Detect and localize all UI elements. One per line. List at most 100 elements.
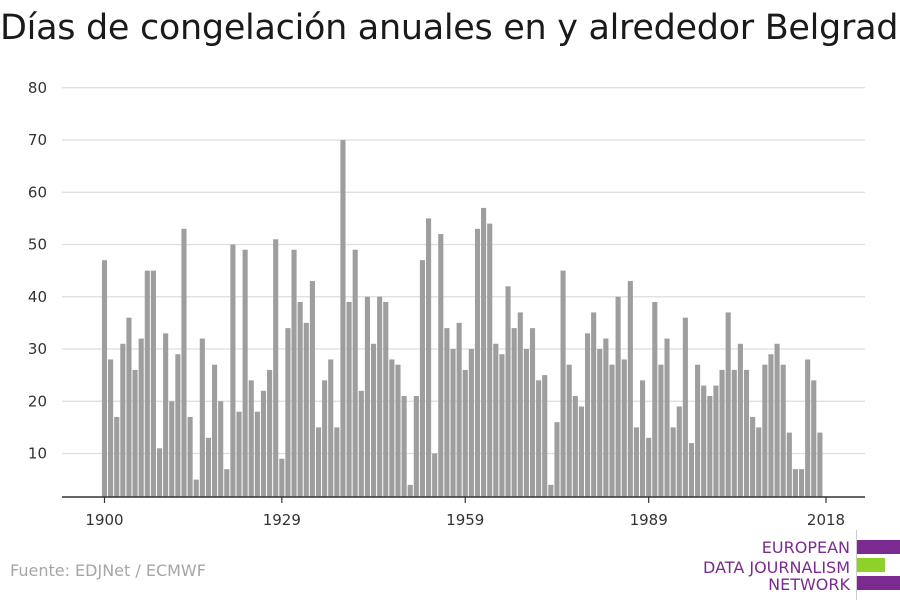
bar-1901[interactable]: [108, 359, 114, 497]
bar-1951[interactable]: [413, 396, 419, 497]
bar-1914[interactable]: [187, 416, 193, 497]
bar-1941[interactable]: [352, 249, 358, 497]
bar-1980[interactable]: [591, 312, 597, 497]
bar-1961[interactable]: [474, 228, 481, 497]
bar-1908[interactable]: [150, 270, 156, 497]
bar-2016[interactable]: [811, 380, 817, 497]
bar-1924[interactable]: [248, 380, 254, 497]
bar-1935[interactable]: [315, 427, 322, 497]
bar-1905[interactable]: [132, 369, 138, 497]
bar-2014[interactable]: [798, 469, 805, 497]
bar-1986[interactable]: [627, 281, 633, 497]
bar-1900[interactable]: [101, 260, 108, 497]
bar-1964[interactable]: [493, 343, 499, 497]
bar-2015[interactable]: [805, 359, 811, 497]
bar-1985[interactable]: [621, 359, 627, 497]
bar-1996[interactable]: [688, 443, 695, 497]
bar-1937[interactable]: [328, 359, 334, 497]
bar-1995[interactable]: [682, 317, 688, 497]
bar-1991[interactable]: [658, 364, 664, 497]
bar-1903[interactable]: [120, 343, 126, 497]
bar-1979[interactable]: [584, 333, 591, 497]
bar-1940[interactable]: [346, 301, 352, 497]
edjnet-logo[interactable]: EUROPEAN DATA JOURNALISM NETWORK: [700, 530, 900, 600]
bar-2009[interactable]: [768, 354, 774, 497]
bar-2000[interactable]: [713, 385, 719, 497]
bar-1906[interactable]: [138, 338, 144, 497]
bar-1939[interactable]: [340, 140, 346, 497]
bar-1968[interactable]: [517, 312, 523, 497]
bar-1957[interactable]: [450, 349, 456, 497]
bar-1993[interactable]: [670, 427, 676, 497]
bar-1909[interactable]: [156, 448, 163, 497]
bar-1976[interactable]: [566, 364, 572, 497]
bar-2012[interactable]: [786, 432, 792, 497]
bar-1998[interactable]: [701, 385, 707, 497]
bar-2005[interactable]: [743, 369, 750, 497]
bar-1953[interactable]: [426, 218, 432, 497]
bar-1982[interactable]: [603, 338, 609, 497]
bar-1930[interactable]: [285, 328, 291, 497]
bar-1929[interactable]: [279, 458, 285, 497]
bar-1947[interactable]: [389, 359, 395, 497]
bar-1918[interactable]: [212, 364, 218, 497]
bar-2008[interactable]: [762, 364, 768, 497]
bar-1912[interactable]: [175, 354, 181, 497]
bar-2004[interactable]: [737, 343, 743, 497]
bar-1921[interactable]: [230, 244, 236, 498]
bar-1952[interactable]: [419, 260, 426, 497]
bar-2013[interactable]: [792, 469, 798, 497]
bar-1997[interactable]: [695, 364, 701, 497]
bar-1948[interactable]: [395, 364, 401, 497]
bar-1971[interactable]: [536, 380, 542, 497]
bar-2001[interactable]: [719, 369, 725, 497]
bar-1992[interactable]: [664, 338, 670, 497]
bar-1963[interactable]: [487, 223, 493, 497]
bar-1981[interactable]: [597, 349, 603, 497]
bar-1984[interactable]: [615, 296, 621, 497]
bar-1919[interactable]: [218, 401, 224, 497]
bar-1934[interactable]: [309, 281, 315, 497]
bar-1938[interactable]: [334, 427, 340, 497]
bar-1958[interactable]: [456, 322, 462, 497]
bar-1990[interactable]: [652, 301, 658, 497]
bar-1910[interactable]: [163, 333, 169, 497]
bar-1904[interactable]: [126, 317, 132, 497]
bar-1983[interactable]: [609, 364, 615, 497]
bar-1950[interactable]: [407, 484, 413, 497]
bar-1999[interactable]: [707, 396, 713, 497]
bar-2006[interactable]: [750, 416, 756, 497]
bar-1944[interactable]: [370, 343, 377, 497]
bar-1967[interactable]: [511, 328, 517, 497]
bar-1965[interactable]: [499, 354, 505, 497]
bar-1927[interactable]: [267, 369, 273, 497]
bar-1922[interactable]: [236, 411, 242, 497]
bar-1989[interactable]: [646, 437, 652, 497]
bar-1946[interactable]: [383, 301, 389, 497]
bar-2003[interactable]: [731, 369, 737, 497]
bar-2011[interactable]: [780, 364, 786, 497]
bar-2017[interactable]: [817, 432, 823, 497]
bar-2010[interactable]: [774, 343, 780, 497]
bar-1994[interactable]: [676, 406, 682, 497]
bar-1945[interactable]: [377, 296, 383, 497]
bar-1949[interactable]: [401, 396, 407, 497]
bar-1911[interactable]: [169, 401, 175, 497]
bar-1975[interactable]: [560, 270, 566, 497]
bar-1902[interactable]: [114, 416, 120, 497]
bar-1973[interactable]: [548, 484, 554, 497]
bar-1954[interactable]: [432, 453, 438, 498]
bar-1969[interactable]: [523, 349, 529, 497]
bar-1960[interactable]: [468, 349, 474, 497]
bar-1987[interactable]: [633, 427, 640, 497]
bar-1925[interactable]: [254, 411, 260, 497]
bar-1926[interactable]: [260, 390, 267, 497]
bar-1931[interactable]: [291, 249, 297, 497]
bar-1920[interactable]: [224, 469, 230, 497]
bar-1913[interactable]: [181, 228, 187, 497]
bar-1988[interactable]: [640, 380, 646, 497]
bar-1978[interactable]: [578, 406, 584, 497]
bar-1955[interactable]: [438, 234, 444, 498]
bar-2007[interactable]: [756, 427, 762, 497]
bar-1928[interactable]: [273, 239, 279, 497]
